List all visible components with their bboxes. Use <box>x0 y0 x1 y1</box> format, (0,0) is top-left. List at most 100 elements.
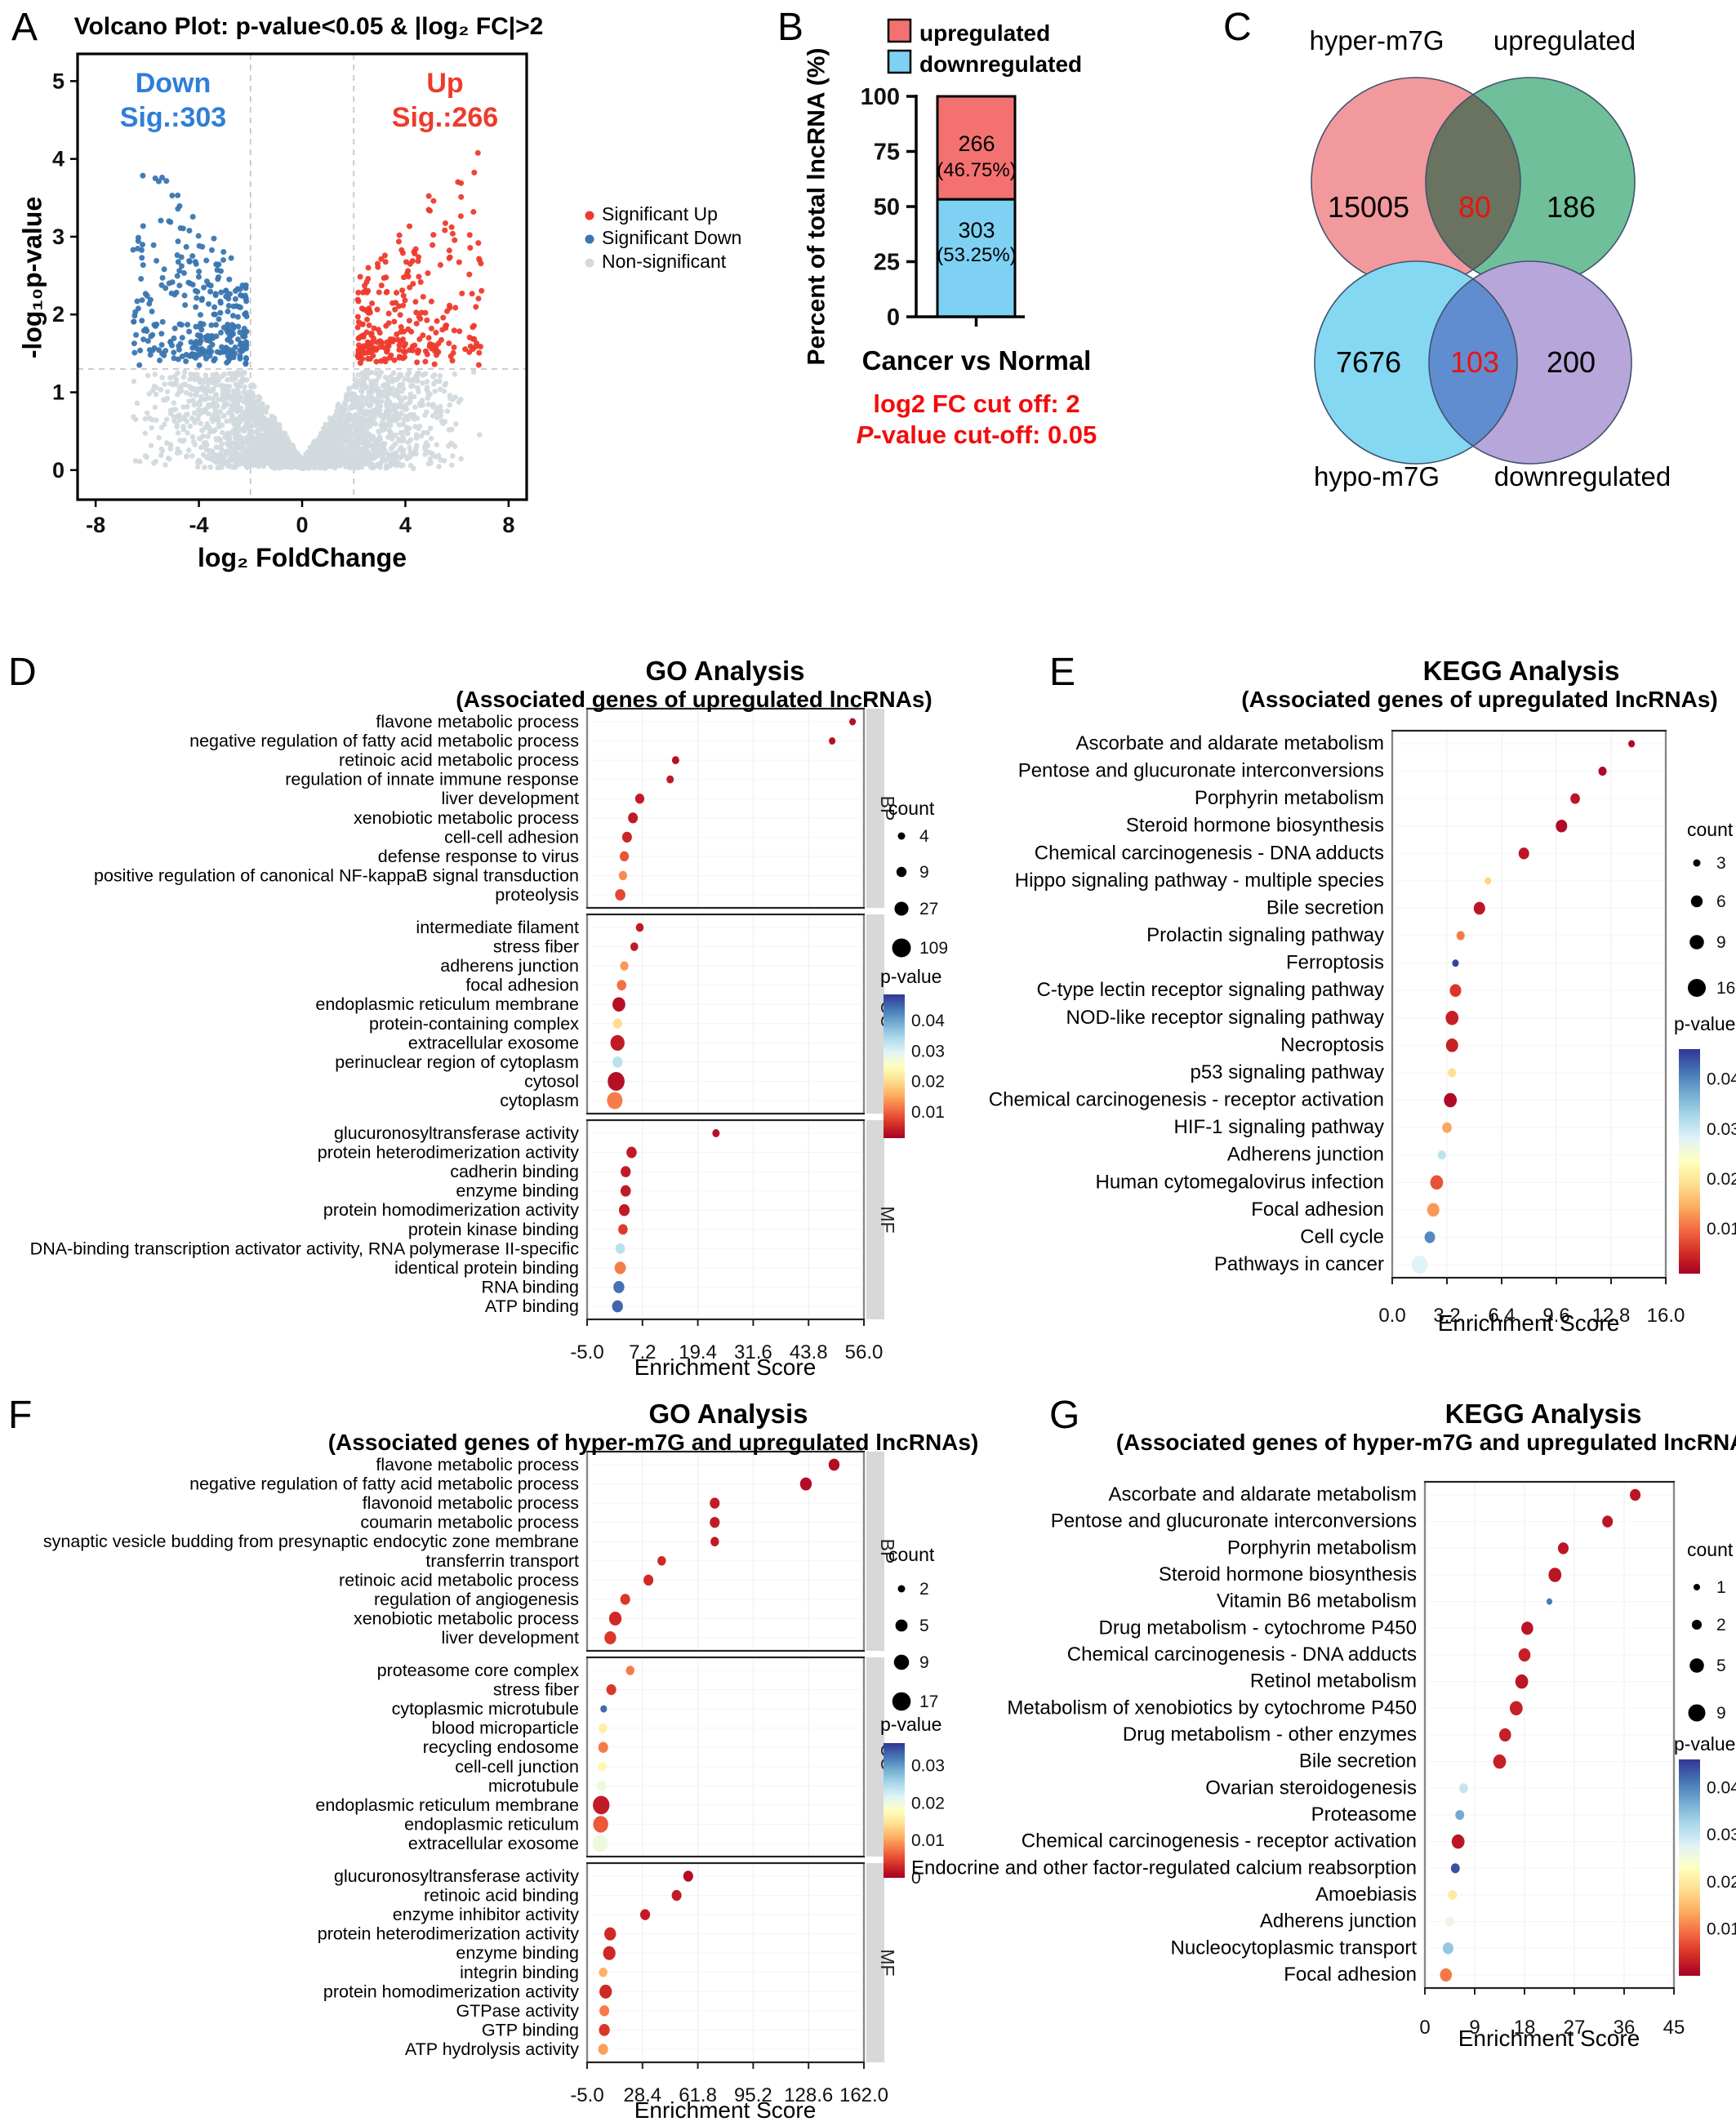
dot-D <box>621 1166 631 1177</box>
svg-text:0.03: 0.03 <box>911 1042 945 1061</box>
svg-text:56.0: 56.0 <box>845 1341 884 1363</box>
dot-D <box>615 1243 625 1254</box>
svg-text:Porphyrin metabolism: Porphyrin metabolism <box>1227 1537 1417 1559</box>
dot-E <box>1448 1068 1457 1078</box>
svg-text:Focal adhesion: Focal adhesion <box>1251 1199 1384 1221</box>
bar-caption-2-rest: -value cut-off: 0.05 <box>873 420 1097 449</box>
dot-F <box>683 1870 693 1882</box>
volcano-xlabel: log₂ FoldChange <box>198 543 407 572</box>
svg-text:blood microparticle: blood microparticle <box>432 1719 579 1738</box>
svg-text:0.01: 0.01 <box>1707 1919 1736 1938</box>
svg-text:Nucleocytoplasmic transport: Nucleocytoplasmic transport <box>1171 1937 1418 1959</box>
dot-E <box>1411 1256 1428 1274</box>
svg-text:0.04: 0.04 <box>1707 1779 1736 1798</box>
dot-F <box>828 1458 840 1471</box>
dot-F <box>710 1497 720 1509</box>
dot-D <box>618 1224 628 1235</box>
dot-E <box>1437 1150 1446 1160</box>
svg-text:6: 6 <box>1716 892 1726 911</box>
dot-G <box>1498 1728 1511 1742</box>
dot-F <box>599 2024 610 2036</box>
bar-legend-up-label: upregulated <box>919 20 1051 46</box>
svg-text:Adherens junction: Adherens junction <box>1260 1910 1417 1933</box>
svg-text:16.0: 16.0 <box>1647 1305 1685 1327</box>
svg-text:Chemical carcinogenesis - rece: Chemical carcinogenesis - receptor activ… <box>989 1089 1384 1111</box>
svg-text:0.02: 0.02 <box>1707 1170 1736 1189</box>
dot-G <box>1630 1488 1641 1501</box>
venn-bottom-right-label: downregulated <box>1493 461 1671 491</box>
svg-text:9: 9 <box>1716 1704 1726 1723</box>
go-hyper-pvalue-legend-title: p-value <box>880 1714 942 1735</box>
bar-legend-swatch <box>887 18 912 43</box>
volcano-down-sig: Sig.:303 <box>119 102 227 133</box>
svg-text:4: 4 <box>52 147 65 171</box>
dot-G <box>1493 1754 1507 1769</box>
venn-top-left-value: 15005 <box>1327 190 1410 224</box>
dot-E <box>1452 959 1459 967</box>
dot-F <box>657 1555 666 1566</box>
svg-text:Drug metabolism - cytochrome P: Drug metabolism - cytochrome P450 <box>1099 1617 1417 1639</box>
volcano-points <box>130 149 485 472</box>
dot-D <box>671 756 679 765</box>
svg-text:xenobiotic metabolic process: xenobiotic metabolic process <box>354 808 579 828</box>
svg-text:0.02: 0.02 <box>1707 1873 1736 1892</box>
dot-E <box>1445 1011 1459 1025</box>
svg-text:100: 100 <box>861 84 900 110</box>
venn-diagram <box>1311 78 1635 287</box>
svg-text:Bile secretion: Bile secretion <box>1266 896 1384 918</box>
svg-text:9: 9 <box>1716 933 1726 952</box>
dot-D <box>608 1071 625 1091</box>
dot-D <box>712 1129 720 1137</box>
dot-D <box>607 1092 623 1110</box>
dot-F <box>599 1984 612 1999</box>
svg-text:regulation of innate immune re: regulation of innate immune response <box>285 770 579 789</box>
go-up-xlabel: Enrichment Score <box>634 1354 817 1380</box>
svg-text:extracellular exosome: extracellular exosome <box>408 1834 579 1853</box>
svg-text:enzyme binding: enzyme binding <box>456 1943 579 1963</box>
bar-ylabel: Percent of total lncRNA (%) <box>803 47 830 366</box>
svg-text:0.02: 0.02 <box>911 1073 945 1092</box>
pvalue-colorbar <box>884 1743 905 1878</box>
go-up-title: GO Analysis <box>645 656 805 686</box>
kegg-up-title: KEGG Analysis <box>1422 656 1620 686</box>
dot-G <box>1455 1809 1465 1821</box>
svg-text:Focal adhesion: Focal adhesion <box>1284 1964 1417 1986</box>
dot-G <box>1451 1834 1465 1849</box>
svg-text:4: 4 <box>399 513 412 537</box>
dot-G <box>1440 1968 1453 1982</box>
facet-strip <box>866 914 884 1114</box>
dot-F <box>598 2044 608 2055</box>
go-hyper-xlabel: Enrichment Score <box>634 2097 817 2123</box>
svg-text:flavone metabolic process: flavone metabolic process <box>376 1455 579 1474</box>
dot-G <box>1448 1889 1458 1901</box>
svg-text:3: 3 <box>1716 854 1726 873</box>
dot-E <box>1598 766 1607 776</box>
svg-text:cell-cell adhesion: cell-cell adhesion <box>444 827 579 847</box>
dot-E <box>1444 1092 1458 1108</box>
dot-D <box>829 737 836 745</box>
svg-text:0: 0 <box>52 458 65 483</box>
svg-text:Metabolism of xenobiotics by c: Metabolism of xenobiotics by cytochrome … <box>1007 1697 1417 1719</box>
dot-F <box>598 1761 607 1772</box>
dot-G <box>1548 1568 1562 1582</box>
dot-D <box>628 812 639 824</box>
svg-text:162.0: 162.0 <box>839 2084 888 2106</box>
svg-text:2: 2 <box>52 302 65 327</box>
svg-text:transferrin transport: transferrin transport <box>425 1551 579 1571</box>
svg-text:0.03: 0.03 <box>1707 1826 1736 1844</box>
volcano-ylabel: -log₁₀p-value <box>17 196 47 359</box>
dot-E <box>1570 793 1580 804</box>
dot-F <box>710 1516 720 1528</box>
dot-E <box>1456 931 1465 941</box>
dot-E <box>1628 740 1636 748</box>
kegg-hyper-title: KEGG Analysis <box>1444 1399 1642 1429</box>
bar-down-count: 303 <box>958 218 995 242</box>
svg-text:Steroid hormone biosynthesis: Steroid hormone biosynthesis <box>1159 1563 1417 1586</box>
bar-caption-2: P-value cut-off: 0.05 <box>857 420 1097 449</box>
dot-G <box>1602 1515 1614 1528</box>
svg-text:cell-cell junction: cell-cell junction <box>455 1757 579 1777</box>
dot-D <box>626 1146 637 1159</box>
svg-text:cytoplasmic microtubule: cytoplasmic microtubule <box>392 1699 579 1719</box>
